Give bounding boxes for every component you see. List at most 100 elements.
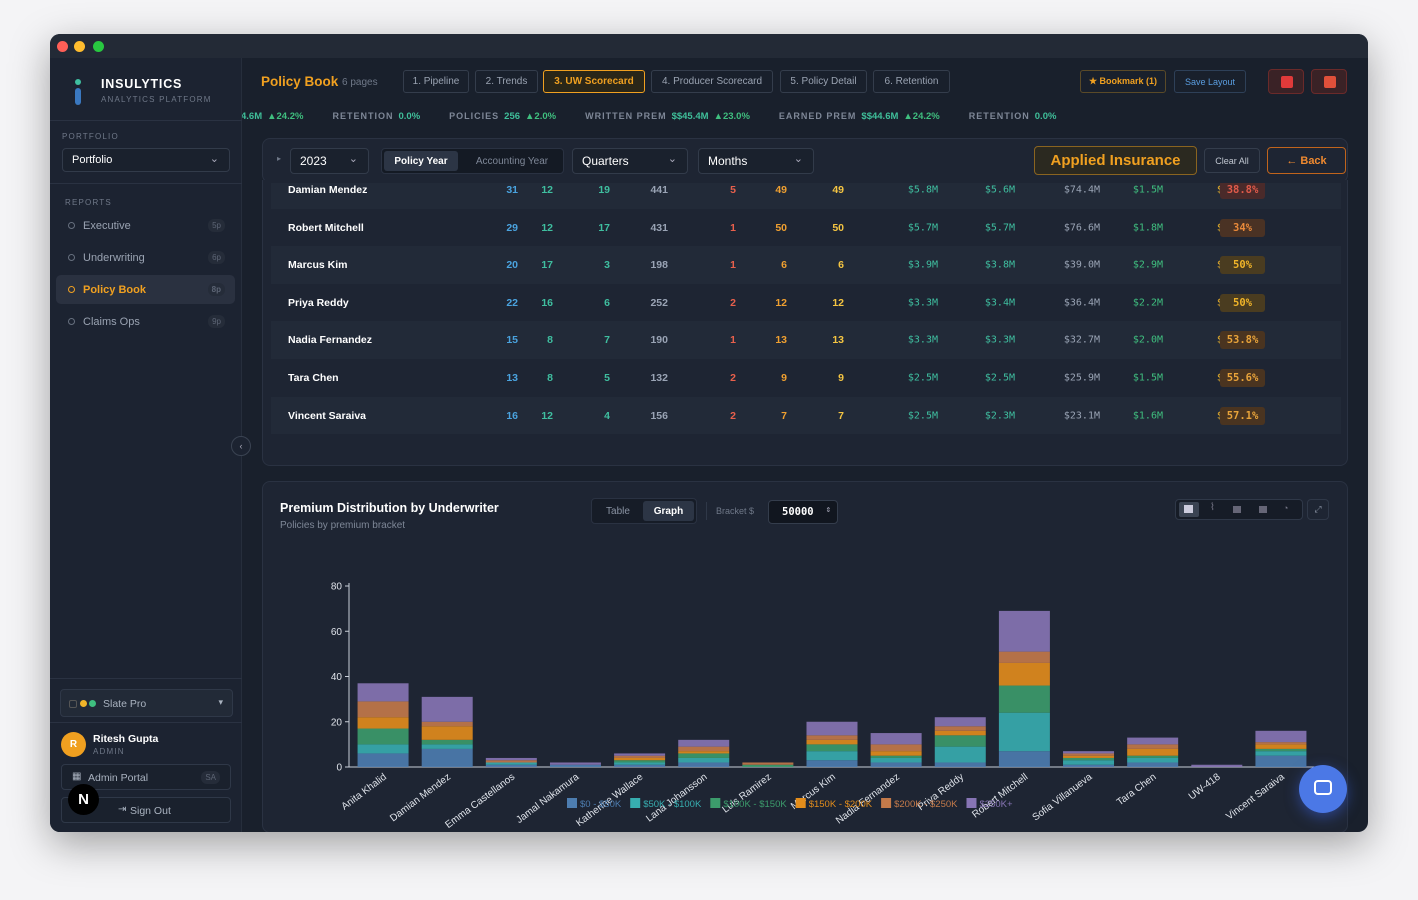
theme-select[interactable]: Slate Pro ▾ xyxy=(60,689,233,717)
avatar[interactable]: R xyxy=(61,732,86,757)
clear-all-button[interactable]: Clear All xyxy=(1204,148,1260,173)
kpi-label: POLICIES xyxy=(449,111,500,121)
zoom-button[interactable] xyxy=(93,41,104,52)
chart-type-line[interactable]: ⌇ xyxy=(1210,502,1215,513)
graph-option[interactable]: Graph xyxy=(643,501,694,521)
nav-item[interactable]: Claims Ops 9p xyxy=(56,307,235,336)
export-ppt-button[interactable] xyxy=(1311,69,1347,94)
year-type-toggle: Policy Year Accounting Year xyxy=(381,148,564,174)
nav-item[interactable]: Executive 5p xyxy=(56,211,235,240)
bar-segment xyxy=(934,730,986,736)
chart-type-area[interactable] xyxy=(1233,506,1241,513)
collapse-toggle[interactable]: ‹ xyxy=(231,436,251,456)
nav-label: Policy Book xyxy=(83,283,146,296)
legend-swatch xyxy=(630,798,641,808)
table-cell: 50 xyxy=(775,221,787,234)
spinner[interactable]: ⇕ xyxy=(825,505,831,515)
table-cell: $2.0M xyxy=(1132,334,1163,346)
tab[interactable]: 4. Producer Scorecard xyxy=(651,70,773,93)
table-cell: $32.7M xyxy=(1063,334,1100,346)
section-label: REPORTS xyxy=(65,198,112,207)
table-option[interactable]: Table xyxy=(606,505,630,517)
table-cell: 2 xyxy=(730,409,736,422)
bar-segment xyxy=(742,764,794,767)
bar-segment xyxy=(1255,744,1307,749)
dev-badge[interactable]: N xyxy=(68,784,99,815)
legend-label: $0 - $50K xyxy=(580,799,622,810)
bar-segment xyxy=(806,735,858,740)
nav-item-active[interactable]: Policy Book 8p xyxy=(56,275,235,304)
portfolio-select[interactable]: Portfolio xyxy=(62,148,230,172)
tab-active[interactable]: 3. UW Scorecard xyxy=(543,70,645,93)
bar-segment xyxy=(1255,755,1307,767)
table-cell: 5 xyxy=(730,184,736,196)
bar-segment xyxy=(678,751,730,754)
expand-arrow[interactable]: ▸ xyxy=(277,154,282,163)
table-cell: 12 xyxy=(541,409,553,422)
table-cell: 13 xyxy=(506,372,518,384)
table-cell: 12 xyxy=(541,221,553,234)
chart-type-pie[interactable]: ◔ xyxy=(1283,503,1289,513)
accounting-year-option[interactable]: Accounting Year xyxy=(475,155,549,167)
back-button[interactable]: ← Back xyxy=(1267,147,1346,174)
table-cell: 198 xyxy=(650,259,668,272)
nav-label: Claims Ops xyxy=(83,315,140,328)
tab[interactable]: 2. Trends xyxy=(475,70,538,93)
page-badge: 6p xyxy=(208,251,225,264)
bar-segment xyxy=(678,739,730,747)
kpi: EARNED PREM $$44.6M ▲24.2% xyxy=(779,111,940,122)
table-cell: $36.4M xyxy=(1063,297,1100,309)
bar-segment xyxy=(678,762,730,767)
bar-segment xyxy=(998,751,1050,767)
tab[interactable]: 5. Policy Detail xyxy=(780,70,867,93)
table-cell: 20 xyxy=(506,259,518,272)
kpi-change: ▲2.0% xyxy=(525,110,557,122)
expand-button[interactable]: ⤢ xyxy=(1307,499,1329,520)
bar-segment xyxy=(614,757,666,761)
bar-segment xyxy=(678,757,730,763)
export-pdf-button[interactable] xyxy=(1268,69,1304,94)
page-count: 6 pages xyxy=(342,77,378,88)
nav-item[interactable]: Underwriting 6p xyxy=(56,243,235,272)
kpi-label: RETENTION xyxy=(332,111,394,121)
bar-segment xyxy=(870,744,922,752)
bar-segment xyxy=(934,717,986,727)
chart-type-stack[interactable] xyxy=(1259,506,1267,513)
months-select[interactable]: Months xyxy=(698,148,814,174)
minimize-button[interactable] xyxy=(74,41,85,52)
chat-button[interactable] xyxy=(1299,765,1347,813)
bar-segment xyxy=(998,610,1050,652)
x-tick-label: Damian Mendez xyxy=(388,772,453,825)
page-badge: 8p xyxy=(207,283,225,296)
bar-segment xyxy=(357,701,409,718)
table-cell: $2.9M xyxy=(1132,259,1163,271)
applied-filter-chip[interactable]: Applied Insurance xyxy=(1034,146,1197,175)
bookmark-button[interactable]: ★ Bookmark (1) xyxy=(1080,70,1166,93)
admin-portal-button[interactable]: ▦ Admin Portal SA xyxy=(61,764,231,790)
table-cell: 2 xyxy=(730,296,736,309)
tab[interactable]: 1. Pipeline xyxy=(403,70,469,93)
table-cell: 156 xyxy=(650,409,668,422)
table-cell: 22 xyxy=(506,296,518,309)
loss-ratio-badge: 53.8% xyxy=(1220,331,1265,350)
kpi: 4.6M ▲24.2% xyxy=(242,111,303,122)
bar-segment xyxy=(421,744,473,749)
year-select[interactable]: 2023 xyxy=(290,148,369,174)
table-cell: $74.4M xyxy=(1063,184,1100,196)
bracket-input[interactable]: 50000 ⇕ xyxy=(768,500,838,524)
quarters-select[interactable]: Quarters xyxy=(572,148,688,174)
close-button[interactable] xyxy=(57,41,68,52)
logo-bar xyxy=(75,88,81,105)
bar-segment xyxy=(1255,748,1307,752)
bar-segment xyxy=(678,753,730,758)
table-cell: 19 xyxy=(598,184,610,196)
tab[interactable]: 6. Retention xyxy=(873,70,950,93)
table-cell: $39.0M xyxy=(1063,259,1100,271)
table-cell: $3.8M xyxy=(984,259,1015,271)
policy-year-option[interactable]: Policy Year xyxy=(384,151,458,171)
bar-segment xyxy=(357,683,409,702)
bar-segment xyxy=(1063,760,1115,765)
save-layout-button[interactable]: Save Layout xyxy=(1174,70,1246,93)
bar-segment xyxy=(806,739,858,745)
nav-icon xyxy=(68,222,75,229)
